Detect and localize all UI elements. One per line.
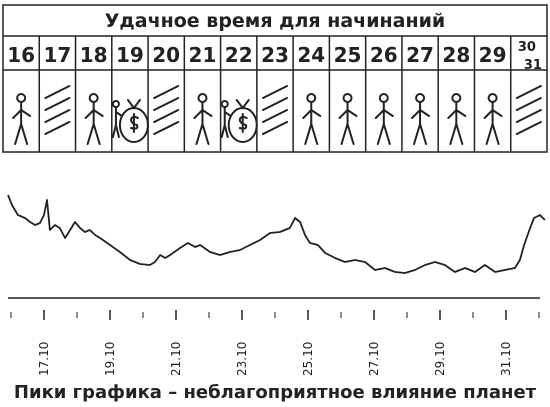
day-number: 26 [370, 43, 398, 67]
person-icon [193, 101, 213, 145]
hatch-icon [153, 121, 180, 135]
x-tick-label: 29.10 [433, 342, 447, 376]
day-number: 24 [297, 43, 325, 67]
day-number: 16 [7, 43, 35, 67]
caption: Пики графика – неблагоприятное влияние п… [14, 382, 537, 403]
x-tick-label: 27.10 [367, 342, 381, 376]
x-tick-label: 31.10 [499, 342, 513, 376]
person-icon [338, 101, 358, 145]
person-icon [451, 93, 462, 103]
hatch-icon [153, 97, 180, 111]
person-icon [84, 101, 104, 145]
day-number: 30 [518, 40, 536, 55]
hatch-icon [262, 121, 288, 135]
person-icon [88, 93, 99, 103]
day-number: 27 [406, 43, 434, 67]
person-icon [197, 93, 208, 103]
day-number: 21 [189, 43, 217, 67]
person-icon [415, 93, 426, 103]
person-icon [12, 101, 32, 145]
day-number: 17 [43, 43, 71, 67]
person-icon [302, 101, 322, 145]
day-number: 22 [225, 43, 253, 67]
person-icon [483, 101, 503, 145]
hatch-icon [44, 97, 71, 111]
bag-icon [235, 99, 250, 110]
person-icon [487, 93, 498, 103]
data-line [7, 194, 546, 274]
day-number: 31 [524, 58, 542, 73]
bag-icon [126, 99, 141, 110]
money-icon [238, 113, 248, 133]
hatch-icon [153, 85, 180, 99]
person-icon [342, 93, 353, 103]
hatch-icon [515, 109, 542, 123]
hatch-icon [515, 121, 542, 135]
x-tick-label: 17.10 [37, 342, 51, 376]
hatch-icon [262, 85, 288, 99]
x-tick-label: 23.10 [235, 342, 249, 376]
person-icon [111, 106, 123, 138]
hatch-icon [153, 109, 180, 123]
table-frame [2, 4, 548, 153]
person-icon [220, 106, 232, 138]
day-number: 18 [80, 43, 108, 67]
hatch-icon [515, 85, 542, 99]
person-icon [16, 93, 27, 103]
hatch-icon [44, 85, 71, 99]
x-tick-label: 21.10 [169, 342, 183, 376]
person-icon [378, 93, 389, 103]
x-tick-label: 25.10 [301, 342, 315, 376]
table-title: Удачное время для начинаний [105, 10, 445, 32]
hatch-icon [262, 97, 288, 111]
person-icon [374, 101, 394, 145]
day-number: 29 [479, 43, 507, 67]
day-number: 23 [261, 43, 289, 67]
hatch-icon [262, 109, 288, 123]
hatch-icon [44, 121, 71, 135]
hatch-icon [44, 109, 71, 123]
day-number: 20 [152, 43, 180, 67]
hatch-icon [515, 97, 542, 111]
person-icon [411, 101, 431, 145]
day-number: 28 [442, 43, 470, 67]
person-icon [447, 101, 467, 145]
day-number: 19 [116, 43, 144, 67]
person-icon [306, 93, 317, 103]
x-tick-label: 19.10 [103, 342, 117, 376]
money-icon [129, 113, 139, 133]
day-number: 25 [334, 43, 362, 67]
